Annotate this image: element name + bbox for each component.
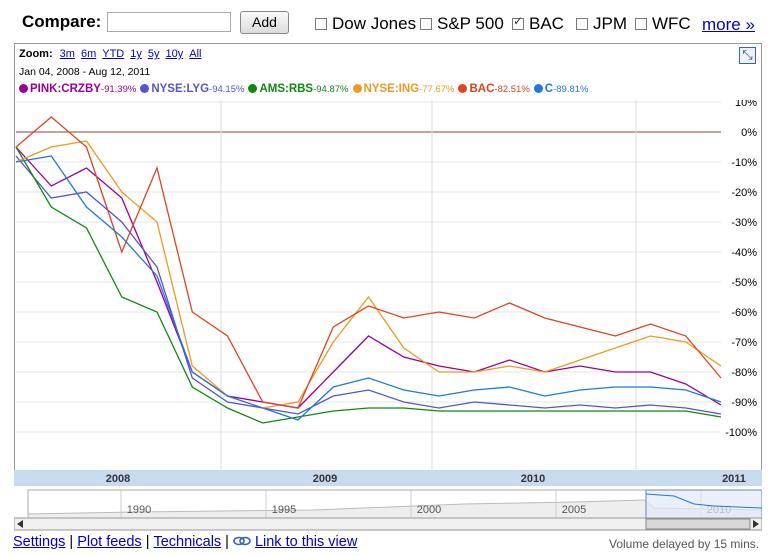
legend-name: AMS:RBS bbox=[259, 83, 314, 95]
y-tick-label: -50% bbox=[731, 277, 757, 289]
zoom-row: Zoom: 3m 6m YTD 1y 5y 10y All bbox=[19, 48, 207, 60]
y-tick-label: -30% bbox=[731, 217, 757, 229]
legend-dot-icon bbox=[140, 84, 150, 93]
compare-input[interactable] bbox=[107, 12, 231, 32]
y-tick-label: -80% bbox=[731, 367, 757, 379]
zoom-option-ytd[interactable]: YTD bbox=[102, 48, 125, 60]
footer: Settings | Plot feeds | Technicals | Link to t… bbox=[13, 534, 358, 550]
zoom-option-all[interactable]: All bbox=[189, 48, 202, 60]
zoom-option-3m[interactable]: 3m bbox=[59, 48, 75, 60]
x-tick-label: 2008 bbox=[106, 473, 130, 485]
zoom-option-10y[interactable]: 10y bbox=[165, 48, 184, 60]
x-tick-label: 2009 bbox=[313, 473, 337, 485]
y-tick-label: -10% bbox=[731, 157, 757, 169]
more-link[interactable]: more » bbox=[702, 15, 755, 34]
link-to-view[interactable]: Link to this view bbox=[254, 534, 358, 550]
y-tick-label: -100% bbox=[725, 427, 757, 439]
legend-change: -77.67% bbox=[419, 84, 455, 95]
series-line-nyse-lyg bbox=[15, 155, 722, 415]
legend-name: BAC bbox=[469, 83, 495, 95]
date-axis-band bbox=[14, 470, 762, 486]
zoom-option-5y[interactable]: 5y bbox=[147, 48, 160, 60]
compare-bar: Compare: Add Dow Jones S&P 500 BAC JPM WFC m… bbox=[0, 0, 774, 44]
expand-icon[interactable]: ⤡ bbox=[739, 47, 756, 64]
legend-dot-icon bbox=[19, 84, 28, 93]
checkbox[interactable] bbox=[315, 18, 327, 30]
date-range: Jan 04, 2008 - Aug 12, 2011 bbox=[19, 66, 151, 78]
line-chart[interactable]: 10% 0% -10% -20% -30% -40% -50% -60% -70% -80% -90… bbox=[14, 100, 762, 486]
legend-name: NYSE:ING bbox=[363, 83, 420, 95]
navigator-tick-label: 1995 bbox=[272, 504, 296, 516]
checkbox-label: S&P 500 bbox=[437, 14, 504, 33]
legend-change: -89.81% bbox=[553, 84, 589, 95]
checkbox[interactable] bbox=[576, 18, 588, 30]
legend-dot-icon bbox=[458, 84, 468, 93]
plot-feeds-link[interactable]: Plot feeds bbox=[77, 534, 142, 550]
x-tick-label: 2011 bbox=[722, 473, 746, 485]
legend-change: -91.39% bbox=[100, 84, 137, 95]
compare-option-jpm[interactable]: JPM bbox=[576, 14, 627, 36]
navigator-tick-label: 1990 bbox=[127, 504, 151, 516]
series-line-pink-crzby bbox=[15, 146, 722, 409]
range-navigator[interactable]: 19901995200020052010 bbox=[14, 486, 762, 531]
navigator-selection bbox=[645, 489, 762, 519]
series-line-bac bbox=[15, 116, 722, 409]
settings-link[interactable]: Settings bbox=[13, 534, 66, 550]
legend-change: -82.51% bbox=[494, 84, 530, 95]
chain-link-icon bbox=[233, 534, 251, 546]
series-line-c bbox=[15, 155, 722, 421]
navigator-tick-label: 2005 bbox=[562, 504, 586, 516]
y-tick-label: 10% bbox=[735, 100, 757, 109]
legend-name: PINK:CRZBY bbox=[30, 83, 101, 95]
legend-name: NYSE:LYG bbox=[151, 83, 210, 95]
checkbox-label: Dow Jones bbox=[332, 14, 417, 33]
legend-item[interactable]: NYSE:LYG-94.15% bbox=[140, 83, 244, 95]
checkbox-label: JPM bbox=[593, 14, 627, 33]
legend-change: -94.87% bbox=[313, 84, 349, 95]
navigator-line bbox=[645, 493, 762, 509]
x-tick-label: 2010 bbox=[521, 473, 545, 485]
checkbox[interactable] bbox=[635, 18, 647, 30]
legend-item[interactable]: PINK:CRZBY-91.39% bbox=[19, 83, 136, 95]
zoom-option-1y[interactable]: 1y bbox=[130, 48, 142, 60]
scrollbar-thumb[interactable] bbox=[645, 518, 751, 530]
compare-option-bac[interactable]: BAC bbox=[512, 14, 564, 36]
checkbox[interactable] bbox=[512, 14, 524, 30]
navigator-tick-label: 2000 bbox=[417, 504, 441, 516]
zoom-option-6m[interactable]: 6m bbox=[80, 48, 97, 60]
legend-item[interactable]: BAC-82.51% bbox=[458, 83, 530, 95]
y-tick-label: -70% bbox=[731, 337, 757, 349]
legend-item[interactable]: C-89.81% bbox=[533, 83, 589, 95]
compare-option-dow-jones[interactable]: Dow Jones bbox=[315, 14, 416, 36]
legend: PINK:CRZBY-91.39% NYSE:LYG-94.15% AMS:RBS-… bbox=[19, 83, 593, 95]
y-tick-label: -20% bbox=[731, 187, 757, 199]
checkbox[interactable] bbox=[420, 18, 432, 30]
scroll-right-icon[interactable] bbox=[753, 520, 759, 528]
y-tick-label: 0% bbox=[741, 127, 757, 139]
compare-option-s-p-500[interactable]: S&P 500 bbox=[420, 14, 504, 36]
legend-change: -94.15% bbox=[209, 84, 245, 95]
compare-option-wfc[interactable]: WFC bbox=[635, 14, 691, 36]
checkbox-label: BAC bbox=[529, 14, 564, 33]
legend-dot-icon bbox=[533, 84, 543, 93]
series-line-ams-rbs bbox=[15, 146, 722, 424]
y-tick-label: -40% bbox=[731, 247, 757, 259]
legend-name: C bbox=[544, 83, 554, 95]
add-button[interactable]: Add bbox=[240, 11, 289, 34]
legend-item[interactable]: NYSE:ING-77.67% bbox=[352, 83, 455, 95]
chart-frame bbox=[14, 43, 762, 486]
y-tick-label: -60% bbox=[731, 307, 757, 319]
legend-item[interactable]: AMS:RBS-94.87% bbox=[248, 83, 349, 95]
legend-dot-icon bbox=[352, 84, 362, 93]
scroll-left-icon[interactable] bbox=[17, 520, 23, 528]
scrollbar-track bbox=[14, 517, 762, 531]
volume-note: Volume delayed by 15 mins. bbox=[609, 537, 760, 551]
checkbox-label: WFC bbox=[652, 14, 691, 33]
y-tick-label: -90% bbox=[731, 397, 757, 409]
series-line-nyse-ing bbox=[15, 140, 722, 409]
zoom-label: Zoom: bbox=[19, 48, 53, 60]
legend-dot-icon bbox=[248, 84, 258, 93]
technicals-link[interactable]: Technicals bbox=[153, 534, 222, 550]
compare-label: Compare: bbox=[22, 12, 102, 31]
